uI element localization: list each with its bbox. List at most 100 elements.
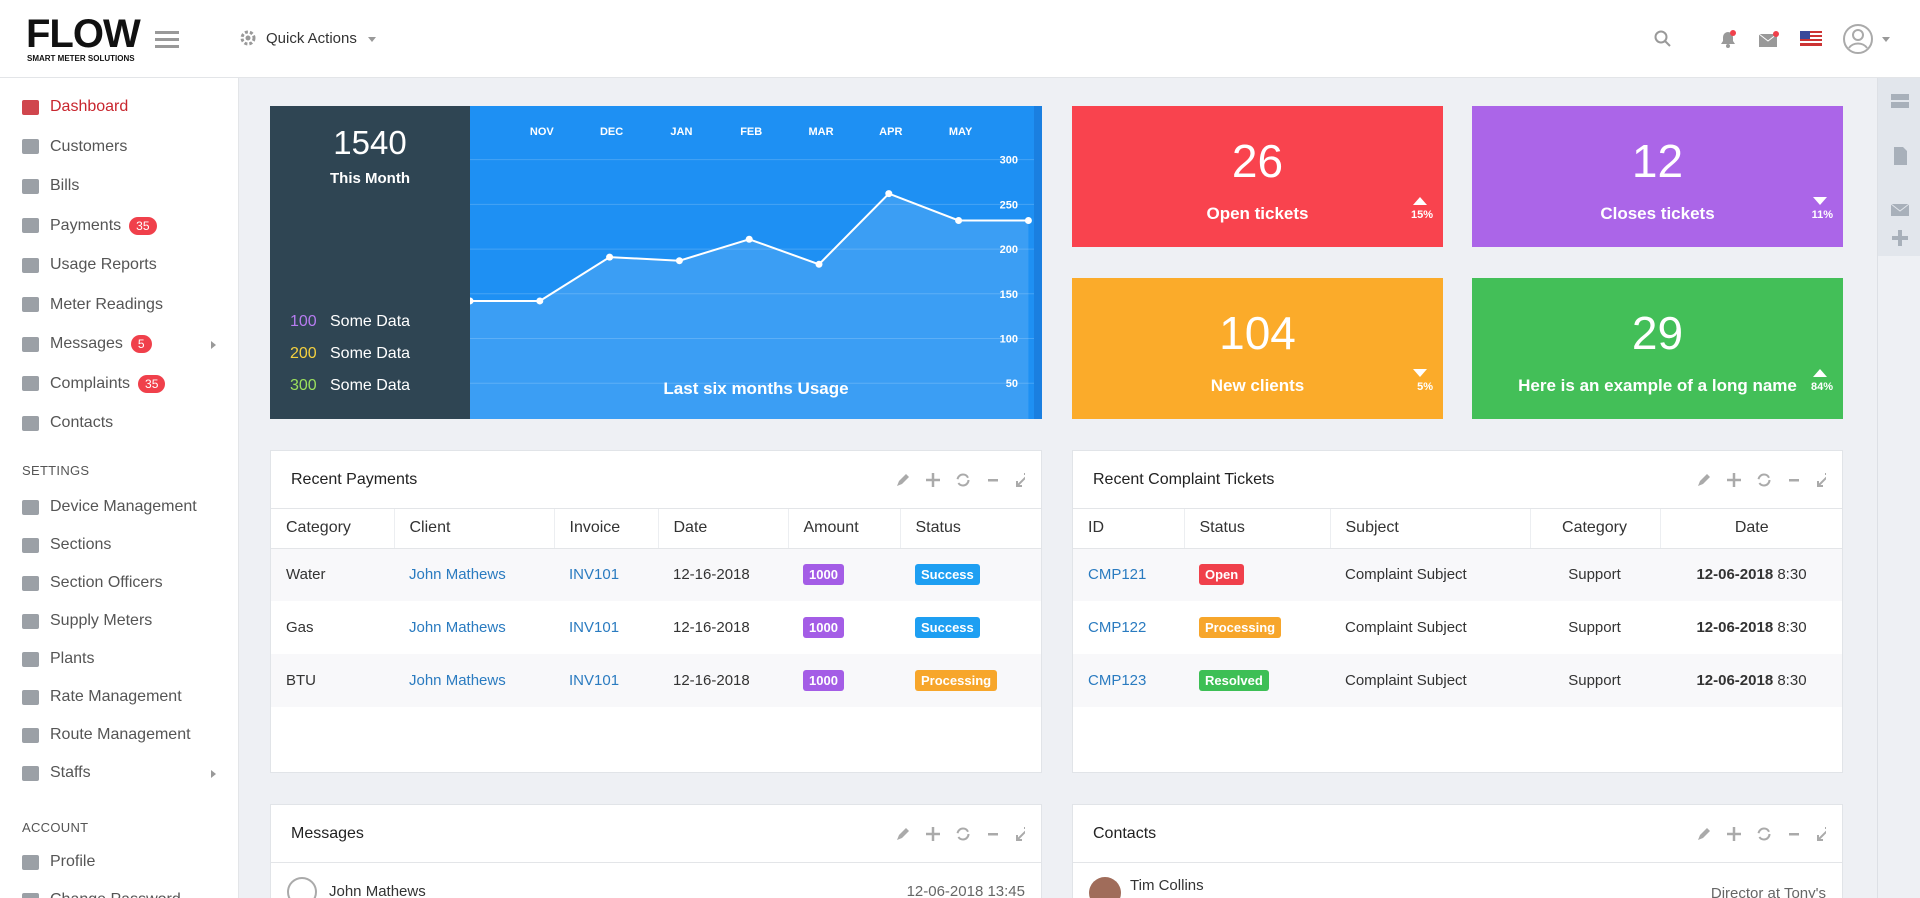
nav-badge: 35 [129, 216, 157, 235]
payments-panel: Recent Payments Category Client Invoice Date… [270, 450, 1042, 773]
bell-icon[interactable] [1718, 29, 1738, 49]
invoice-link[interactable]: INV101 [569, 672, 620, 689]
cell: INV101 [554, 654, 658, 707]
nav-item[interactable]: Staffs [0, 758, 238, 788]
table-row: CMP123 Resolved Complaint Subject Support 12… [1073, 654, 1842, 707]
nav-item[interactable]: Customers [0, 132, 238, 162]
legend-item: 100 Some Data [290, 313, 410, 331]
ticket-link[interactable]: CMP123 [1088, 672, 1147, 689]
table-row: BTU John Mathews INV101 12-16-2018 1000 Proce… [271, 654, 1041, 707]
tool-icons[interactable] [895, 826, 1025, 842]
quick-actions[interactable]: Quick Actions [266, 30, 357, 47]
panel-header: Recent Payments [271, 451, 1041, 509]
avatar-icon[interactable] [1842, 23, 1874, 55]
nav-item[interactable]: Bills [0, 171, 238, 201]
y-tick-label: 250 [1000, 199, 1018, 211]
contact-item[interactable]: Tim Collins Director at Tony's [1073, 863, 1842, 898]
section-title: ACCOUNT [22, 820, 89, 835]
tool-icons[interactable] [895, 472, 1025, 488]
chart-edge [1034, 106, 1042, 419]
cell: 12-16-2018 [658, 548, 788, 601]
nav-item[interactable]: Usage Reports [0, 250, 238, 280]
stat-card: 12 Closes tickets 11% [1472, 106, 1843, 247]
point [675, 257, 683, 265]
nav-item[interactable]: Profile [0, 847, 238, 877]
panel-tools[interactable] [1696, 826, 1826, 842]
payments-table: Category Client Invoice Date Amount Status Wat… [271, 509, 1041, 707]
cell: Water [271, 548, 394, 601]
stat-change: 15% [1410, 209, 1433, 221]
search-icon[interactable] [1654, 30, 1672, 48]
client-link[interactable]: John Mathews [409, 619, 506, 636]
menu-toggle[interactable] [155, 30, 179, 50]
panel-tools[interactable] [895, 826, 1025, 842]
nav-item[interactable]: Section Officers [0, 568, 238, 598]
date: 12-06-2018 [1696, 619, 1774, 636]
nav-label: Change Password [50, 891, 181, 898]
column-header: Date [658, 509, 789, 549]
table-row: Gas John Mathews INV101 12-16-2018 1000 Succe… [271, 601, 1041, 654]
nav-item[interactable]: Sections [0, 530, 238, 560]
client-link[interactable]: John Mathews [409, 672, 506, 689]
rail-add[interactable] [1890, 228, 1910, 248]
column-header: Status [1184, 509, 1331, 549]
legend-value: 300 [290, 377, 317, 394]
legend-label: Some Data [330, 313, 411, 330]
ticket-link[interactable]: CMP121 [1088, 566, 1147, 584]
rail-icons[interactable] [1890, 92, 1910, 242]
nav-item[interactable]: Complaints 35 [0, 369, 238, 399]
status-pill: 1000 [803, 564, 844, 586]
mail-icon[interactable] [1758, 30, 1780, 48]
nav-item[interactable]: Meter Readings [0, 290, 238, 320]
nav-item[interactable]: Change Password [0, 885, 238, 898]
nav-label: Dashboard [50, 98, 129, 115]
stat-card: 29 Here is an example of a long name 84% [1472, 278, 1843, 419]
logo[interactable]: FLOW [26, 12, 141, 56]
nav-icon [22, 297, 39, 312]
column-header: Client [394, 509, 555, 549]
nav-icon [22, 336, 39, 352]
nav-label: Complaints [50, 374, 131, 392]
stat-arrow [1413, 197, 1427, 205]
panel-title: Messages [291, 824, 364, 842]
nav-icon [22, 575, 39, 591]
ticket-link[interactable]: CMP122 [1088, 619, 1147, 636]
invoice-link[interactable]: INV101 [569, 566, 620, 584]
nav-label: Customers [50, 137, 128, 155]
flag-icon[interactable] [1800, 31, 1822, 46]
message-item[interactable]: John Mathews 12-06-2018 13:45 [271, 863, 1041, 898]
tool-icons[interactable] [1696, 472, 1826, 488]
nav-label: Rate Management [50, 688, 182, 705]
date: 12-06-2018 [1696, 672, 1774, 689]
cell: John Mathews [394, 548, 554, 601]
stat-change: 5% [1417, 381, 1433, 393]
submenu-caret [211, 770, 216, 778]
client-link[interactable]: John Mathews [409, 566, 506, 584]
point [745, 235, 753, 243]
nav-item[interactable]: Supply Meters [0, 606, 238, 636]
gear-icon [240, 30, 256, 46]
cell: Processing [900, 654, 1041, 707]
time: 8:30 [1777, 672, 1807, 689]
panel-tools[interactable] [895, 472, 1025, 488]
nav-item[interactable]: Plants [0, 644, 238, 674]
stat-label: Closes tickets [1600, 204, 1715, 223]
panel-tools[interactable] [1696, 472, 1826, 488]
cell: INV101 [554, 548, 658, 601]
invoice-link[interactable]: INV101 [569, 619, 620, 636]
nav-badge: 5 [130, 335, 152, 353]
nav-item[interactable]: Route Management [0, 720, 238, 750]
nav-item[interactable]: Payments 35 [0, 211, 238, 241]
stat-label: Open tickets [1206, 204, 1309, 223]
tool-icons[interactable] [1696, 826, 1826, 842]
column-header: Category [271, 509, 395, 549]
nav-item[interactable]: Dashboard [0, 92, 238, 122]
stat-value: 12 [1631, 135, 1684, 187]
nav-item[interactable]: Rate Management [0, 682, 238, 712]
status-pill: Processing [1199, 617, 1282, 638]
nav-item[interactable]: Messages 5 [0, 329, 238, 359]
table-row: CMP121 Open Complaint Subject Support 12-06-… [1073, 548, 1842, 601]
nav-item[interactable]: Contacts [0, 408, 238, 438]
nav-item[interactable]: Device Management [0, 492, 238, 522]
avatar [1089, 877, 1121, 898]
